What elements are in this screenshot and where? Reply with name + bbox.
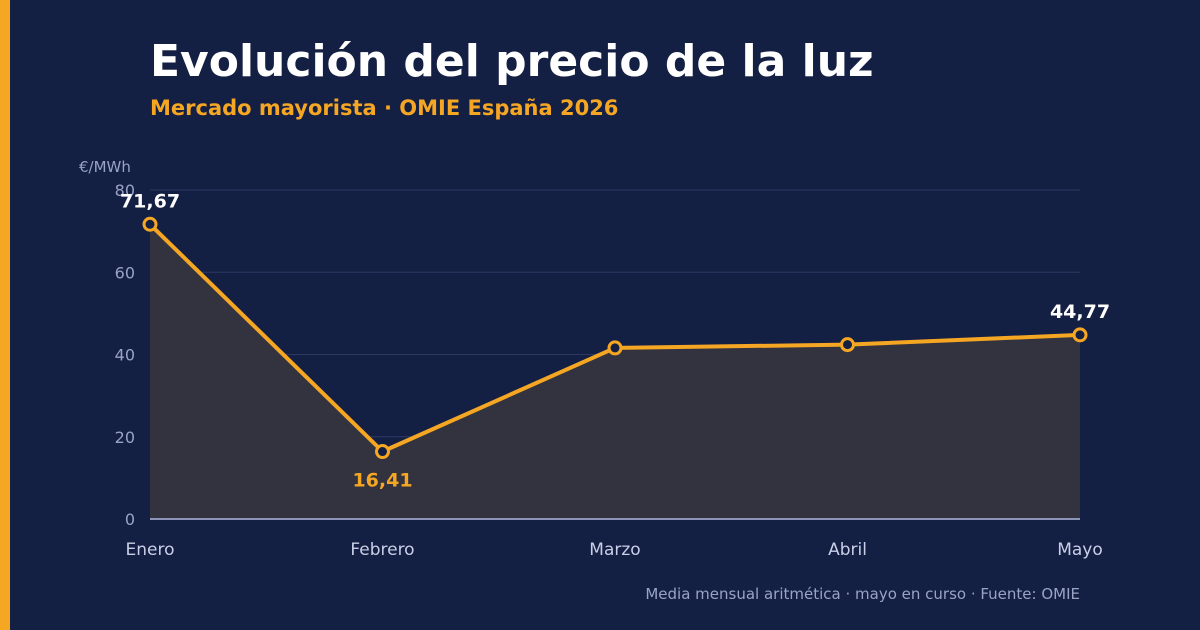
data-point bbox=[375, 444, 390, 460]
axis-layer: 0 20 40 60 80 Enero Febrero Marzo Abril Mayo bbox=[115, 181, 1103, 560]
accent-bar bbox=[0, 0, 10, 630]
x-tick-label: Febrero bbox=[350, 540, 414, 560]
data-label: 44,77 bbox=[1050, 301, 1110, 323]
chart-subtitle: Mercado mayorista · OMIE España 2026 bbox=[150, 96, 619, 120]
data-point bbox=[607, 340, 623, 356]
y-tick-label: 40 bbox=[115, 346, 135, 365]
y-tick-label: 60 bbox=[115, 263, 135, 282]
y-tick-label: 80 bbox=[115, 181, 135, 200]
data-point bbox=[840, 337, 855, 353]
data-point bbox=[1072, 327, 1088, 343]
data-point bbox=[142, 216, 158, 232]
x-tick-label: Abril bbox=[828, 540, 867, 560]
chart-title: Evolución del precio de la luz bbox=[150, 36, 874, 87]
y-axis-unit: €/MWh bbox=[79, 158, 131, 176]
y-tick-label: 0 bbox=[125, 510, 135, 529]
data-label: 71,67 bbox=[120, 190, 180, 212]
points-layer bbox=[142, 216, 1088, 460]
x-tick-label: Enero bbox=[126, 540, 175, 560]
data-label: 16,41 bbox=[352, 470, 412, 492]
source-footnote: Media mensual aritmética · mayo en curso… bbox=[645, 585, 1080, 603]
area-fill bbox=[150, 224, 1080, 520]
x-tick-label: Marzo bbox=[589, 540, 640, 560]
y-tick-label: 20 bbox=[115, 428, 135, 447]
labels-layer: 71,67 16,41 44,77 bbox=[120, 190, 1110, 491]
x-tick-label: Mayo bbox=[1057, 540, 1103, 560]
